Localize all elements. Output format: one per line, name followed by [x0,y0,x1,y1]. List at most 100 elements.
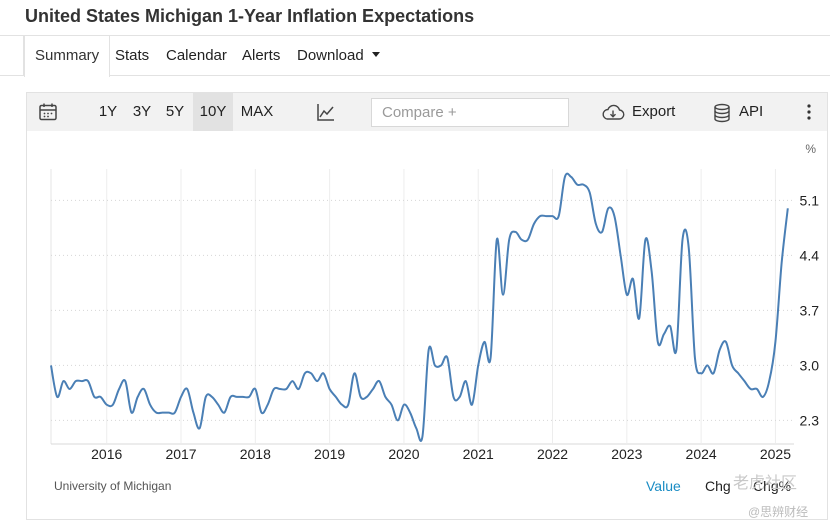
data-point [327,387,332,392]
caret-down-icon [371,52,380,58]
data-point [222,410,227,415]
data-point [302,371,307,376]
data-point [723,339,728,344]
data-point [748,387,753,392]
data-point [593,222,598,227]
range-3y-button[interactable]: 3Y [132,103,152,120]
x-tick-label: 2017 [165,446,196,462]
data-point [637,316,642,321]
data-point [333,394,338,399]
data-point [117,387,122,392]
data-point [86,379,91,384]
data-point [754,387,759,392]
data-point [141,387,146,392]
cloud-download-icon [602,104,625,120]
data-point [395,418,400,423]
range-5y-button[interactable]: 5Y [165,103,185,120]
range-1y-button[interactable]: 1Y [98,103,118,120]
data-point [538,214,543,219]
data-point [767,379,772,384]
inflation-expectations-chart: 2016 2017 2018 2019 2020 2021 2022 2023 2024 2025… [49,142,819,462]
x-tick-label: 2025 [760,446,791,462]
x-tick-label: 2016 [91,446,122,462]
data-point [736,371,741,376]
api-button[interactable]: API [711,93,771,131]
data-point [612,214,617,219]
data-point [49,363,54,368]
chgpct-link[interactable]: Chg% [753,478,792,494]
data-point [457,394,462,399]
data-point [742,379,747,384]
watermark-community: 老虎社区 [733,475,798,492]
data-point [501,292,506,297]
data-point [519,237,524,242]
data-point [234,394,239,399]
data-point [179,394,184,399]
data-point [309,371,314,376]
data-point [631,277,636,282]
data-point [587,190,592,195]
data-point [779,261,784,266]
data-point [674,347,679,352]
page-title: United States Michigan 1-Year Inflation … [25,6,475,26]
tab-download[interactable]: Download [297,36,380,76]
data-point [507,237,512,242]
tab-summary[interactable]: Summary [24,36,111,77]
data-point [562,174,567,179]
tabs-bar: Summary Stats Calendar Alerts Download [0,35,830,77]
data-point [284,387,289,392]
data-point [129,410,134,415]
data-point [655,339,660,344]
data-point [278,387,283,392]
data-point [785,206,790,211]
data-point [581,182,586,187]
data-point [80,379,85,384]
data-point [643,237,648,242]
data-point [606,206,611,211]
tab-alerts[interactable]: Alerts [242,47,281,64]
range-max-button[interactable]: MAX [240,103,274,120]
data-point [67,387,72,392]
data-point [383,394,388,399]
line-chart-icon[interactable] [311,93,341,131]
data-point [216,402,221,407]
data-point [649,269,654,274]
compare-input[interactable] [371,98,569,127]
data-point [271,387,276,392]
data-point [352,371,357,376]
x-tick-label: 2019 [314,446,345,462]
export-button[interactable]: Export [599,93,679,131]
data-point [185,387,190,392]
data-point [259,410,264,415]
data-point [550,214,555,219]
data-point [401,402,406,407]
calendar-icon[interactable] [33,93,63,131]
data-point [166,410,171,415]
tab-stats[interactable]: Stats [115,47,150,64]
data-point [98,394,103,399]
data-point [73,379,78,384]
data-point [513,229,518,234]
tab-calendar[interactable]: Calendar [166,47,227,64]
data-point [371,387,376,392]
data-point [315,379,320,384]
data-point [296,387,301,392]
x-tick-label: 2024 [686,446,717,462]
data-point [210,394,215,399]
data-point [556,214,561,219]
data-point [321,371,326,376]
data-point [705,363,710,368]
data-point [662,332,667,337]
range-10y-button[interactable]: 10Y [193,93,233,131]
watermark-author: @思辨财经 [748,505,809,519]
data-point [346,402,351,407]
x-tick-label: 2021 [463,446,494,462]
data-point [686,245,691,250]
chg-link[interactable]: Chg [705,478,731,494]
data-point [110,402,115,407]
series-line [50,172,789,442]
vertical-dots-icon[interactable] [797,93,821,131]
data-point [531,222,536,227]
data-point [135,394,140,399]
value-link[interactable]: Value [646,478,681,494]
